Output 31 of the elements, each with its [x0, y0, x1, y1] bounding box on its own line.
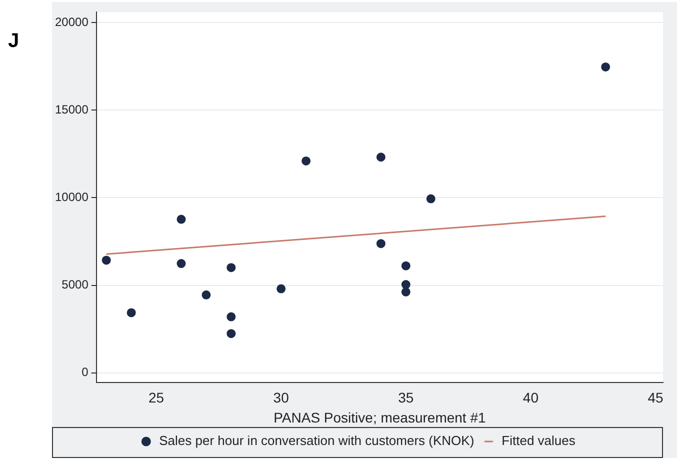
- text: J: [8, 30, 20, 53]
- point: [376, 239, 386, 248]
- legend-label: Sales per hour in conversation with customers (KNOK): [159, 433, 474, 448]
- point: [376, 152, 386, 162]
- point: [102, 256, 111, 265]
- x-tick-label: 30: [273, 390, 290, 406]
- point: [302, 156, 311, 166]
- point: [176, 259, 186, 268]
- y-tick-label: 10000: [54, 190, 89, 204]
- y-tick-label: 0: [82, 365, 89, 380]
- point: [401, 287, 410, 296]
- x-tick-label: 45: [648, 390, 664, 406]
- x-tick-label: 25: [148, 390, 164, 406]
- point: [276, 284, 286, 294]
- point: [401, 280, 410, 290]
- x-tick-label: 35: [398, 390, 414, 406]
- point: [176, 214, 186, 224]
- y-tick-label: 5000: [62, 278, 89, 292]
- point: [126, 308, 136, 318]
- legend-label: Fitted values: [502, 433, 576, 448]
- x-tick-label: 40: [522, 390, 539, 406]
- x-axis-title: PANAS Positive; measurement #1: [274, 409, 486, 426]
- point: [226, 329, 236, 338]
- y-tick-label: 20000: [54, 15, 89, 30]
- point: [426, 194, 436, 204]
- y-tick-label: 15000: [54, 102, 89, 117]
- point: [226, 263, 236, 272]
- point: [202, 290, 211, 300]
- point: [226, 312, 236, 322]
- point: [601, 62, 610, 72]
- point: [401, 261, 410, 270]
